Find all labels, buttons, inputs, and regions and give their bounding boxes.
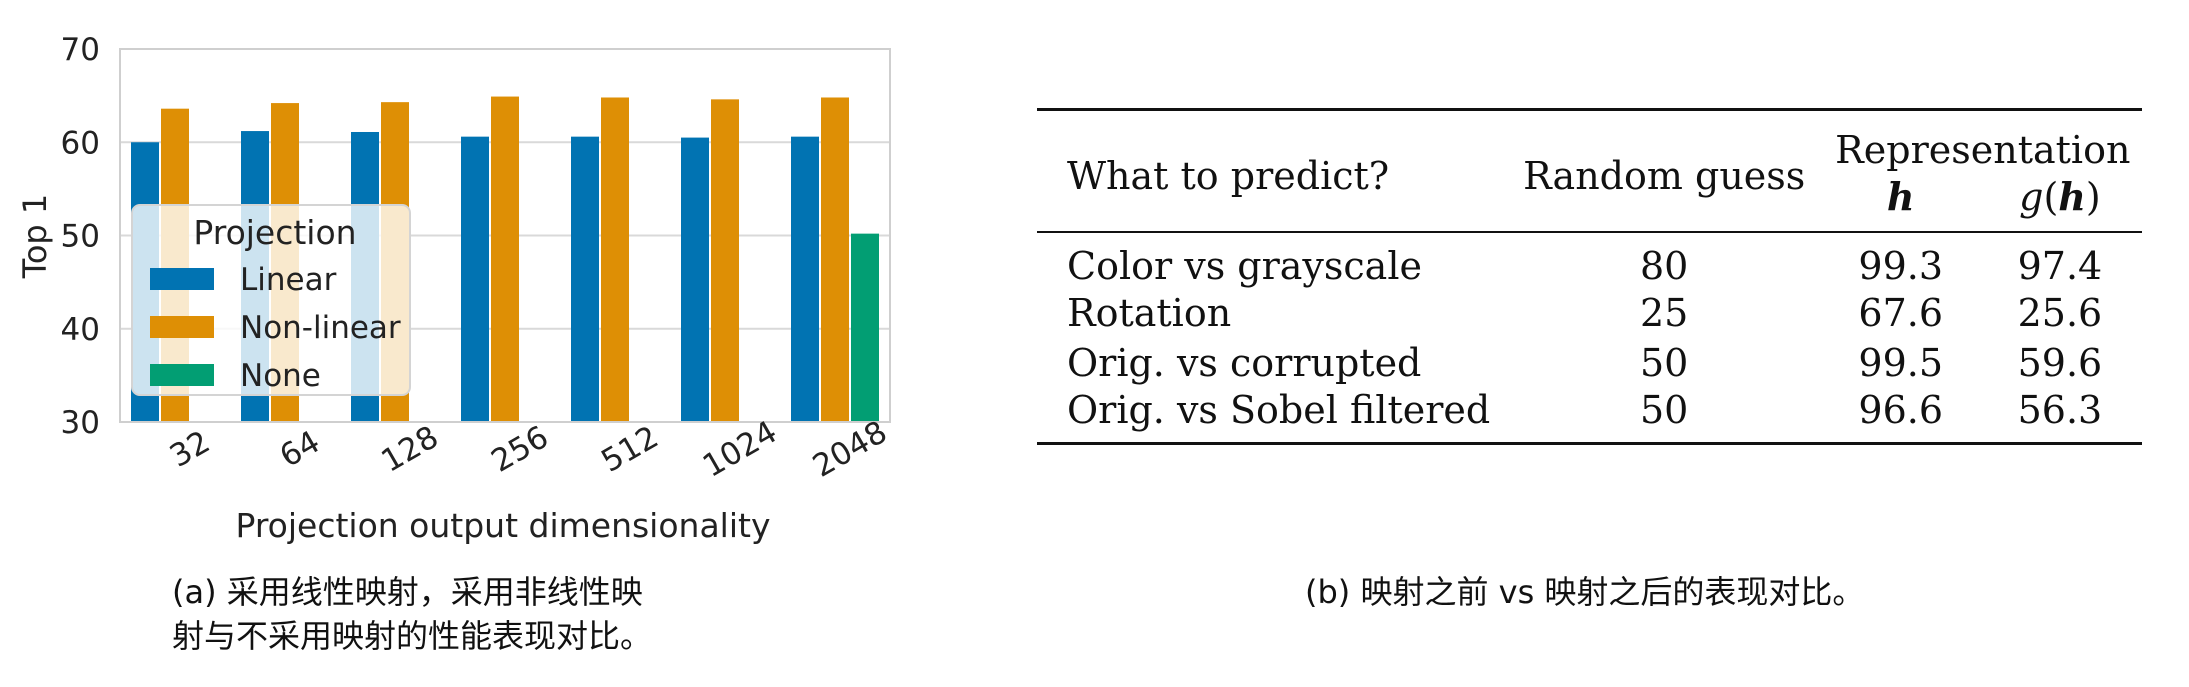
table-row: Orig. vs corrupted 50 99.5 59.6 (1037, 338, 2142, 388)
y-axis-label: Top 1 (16, 194, 54, 280)
legend-title: Projection (193, 213, 356, 252)
representation-table: What to predict? Random guess Representa… (1037, 108, 2142, 445)
y-tick-label: 40 (61, 312, 100, 348)
bar-non-linear-256 (491, 96, 519, 423)
x-tick-label: 2048 (807, 414, 893, 485)
x-tick-labels: 32 64 128 256 512 1024 2048 (164, 414, 893, 485)
plot-frame (119, 48, 891, 423)
row-label: Orig. vs corrupted (1067, 340, 1422, 385)
row-random: 25 (1640, 290, 1689, 335)
legend-frame (131, 204, 411, 396)
bar-linear-2048 (791, 136, 819, 422)
legend: Projection Linear Non-linear None (131, 204, 411, 396)
bar-non-linear-2048 (821, 97, 849, 423)
caption-a: (a) 采用线性映射，采用非线性映 射与不采用映射的性能表现对比。 (172, 570, 772, 658)
bar-chart: 30 40 50 60 70 32 64 128 256 512 1024 2048 Top 1 P… (16, 32, 893, 545)
table-row: Rotation 25 67.6 25.6 (1037, 288, 2142, 338)
caption-a-line-2: 射与不采用映射的性能表现对比。 (172, 617, 653, 655)
x-tick-label: 128 (375, 419, 444, 480)
legend-label: Linear (240, 262, 337, 298)
header-what-to-predict: What to predict? (1067, 153, 1390, 198)
table-row: Orig. vs Sobel filtered 50 96.6 56.3 (1037, 388, 2142, 444)
row-gh: 25.6 (2017, 290, 2103, 335)
bar-none-2048 (851, 233, 879, 422)
y-tick-label: 70 (61, 32, 100, 68)
row-h: 99.3 (1858, 243, 1944, 288)
legend-label: Non-linear (240, 310, 401, 346)
bar-linear-512 (571, 136, 599, 422)
bar-linear-256 (461, 136, 489, 422)
row-gh: 59.6 (2017, 340, 2103, 385)
row-random: 50 (1640, 340, 1689, 385)
x-tick-label: 32 (164, 424, 216, 475)
legend-swatch (150, 364, 214, 386)
bar-linear-1024 (681, 137, 709, 422)
table-row: Color vs grayscale 80 99.3 97.4 (1037, 231, 2142, 288)
header-representation: Representation (1835, 127, 2131, 172)
row-h: 96.6 (1858, 387, 1944, 432)
row-h: 67.6 (1858, 290, 1944, 335)
row-random: 50 (1640, 387, 1689, 432)
row-label: Orig. vs Sobel filtered (1067, 387, 1491, 432)
legend-swatch (150, 316, 214, 338)
row-h: 99.5 (1858, 340, 1944, 385)
x-axis-label: Projection output dimensionality (236, 506, 771, 545)
x-tick-label: 512 (595, 419, 664, 480)
header-h: h (1886, 173, 1915, 219)
row-random: 80 (1640, 243, 1689, 288)
x-tick-label: 256 (485, 419, 554, 480)
y-tick-label: 50 (61, 219, 100, 255)
header-random-guess: Random guess (1523, 153, 1806, 198)
row-gh: 56.3 (2017, 387, 2103, 432)
row-label: Color vs grayscale (1067, 243, 1422, 288)
header-g-h: g(h) (2019, 173, 2101, 219)
legend-items: Linear Non-linear None (150, 262, 401, 394)
bar-non-linear-512 (601, 97, 629, 423)
caption-a-line-1: (a) 采用线性映射，采用非线性映 (172, 573, 643, 611)
y-tick-label: 30 (61, 405, 100, 441)
legend-label: None (240, 358, 321, 394)
row-gh: 97.4 (2017, 243, 2103, 288)
bar-non-linear-1024 (711, 99, 739, 422)
y-tick-label: 60 (61, 125, 100, 161)
caption-b: (b) 映射之前 vs 映射之后的表现对比。 (1305, 573, 1865, 611)
x-tick-label: 64 (274, 424, 326, 475)
y-tick-labels: 30 40 50 60 70 (61, 32, 100, 441)
row-label: Rotation (1067, 290, 1232, 335)
x-tick-label: 1024 (697, 414, 783, 485)
legend-swatch (150, 268, 214, 290)
